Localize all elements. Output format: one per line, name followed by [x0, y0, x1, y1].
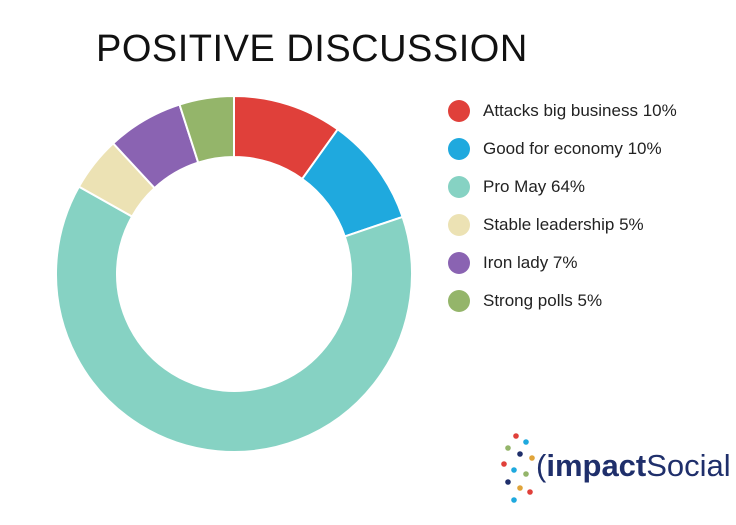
logo-dot [505, 479, 511, 485]
legend-item: Good for economy 10% [448, 130, 677, 168]
logo-dot [517, 485, 523, 491]
legend-swatch [448, 252, 470, 274]
logo-text: (impactSocial [536, 448, 731, 483]
legend-item: Stable leadership 5% [448, 206, 677, 244]
legend-swatch [448, 138, 470, 160]
legend-swatch [448, 100, 470, 122]
logo-dot [523, 471, 529, 477]
logo-dot [511, 467, 517, 473]
logo-dot [527, 489, 533, 495]
logo-brand-light: Social [646, 448, 731, 483]
logo-dot [505, 445, 511, 451]
legend-item: Strong polls 5% [448, 282, 677, 320]
impact-social-logo: (impactSocial [496, 428, 731, 508]
logo-dot [501, 461, 507, 467]
legend-swatch [448, 290, 470, 312]
legend-label: Strong polls 5% [483, 291, 603, 310]
legend-swatch [448, 214, 470, 236]
legend-item: Pro May 64% [448, 168, 677, 206]
legend-label: Iron lady 7% [483, 253, 578, 272]
chart-title: POSITIVE DISCUSSION [96, 28, 528, 70]
logo-brand-strong: impact [546, 448, 647, 483]
legend-item: Attacks big business 10% [448, 92, 677, 130]
logo-dot [513, 433, 519, 439]
logo-dot [517, 451, 523, 457]
legend-item: Iron lady 7% [448, 244, 677, 282]
legend-label: Pro May 64% [483, 177, 586, 196]
logo-dot [523, 439, 529, 445]
legend-label: Attacks big business 10% [483, 101, 677, 120]
logo-dot [511, 497, 517, 503]
chart-legend: Attacks big business 10% Good for economy… [448, 92, 677, 320]
legend-label: Stable leadership 5% [483, 215, 644, 234]
logo-dot [529, 455, 535, 461]
donut-slice-5 [178, 94, 235, 164]
legend-label: Good for economy 10% [483, 139, 662, 158]
logo-dots-icon [501, 433, 535, 503]
legend-swatch [448, 176, 470, 198]
donut-slice-2 [55, 185, 413, 453]
